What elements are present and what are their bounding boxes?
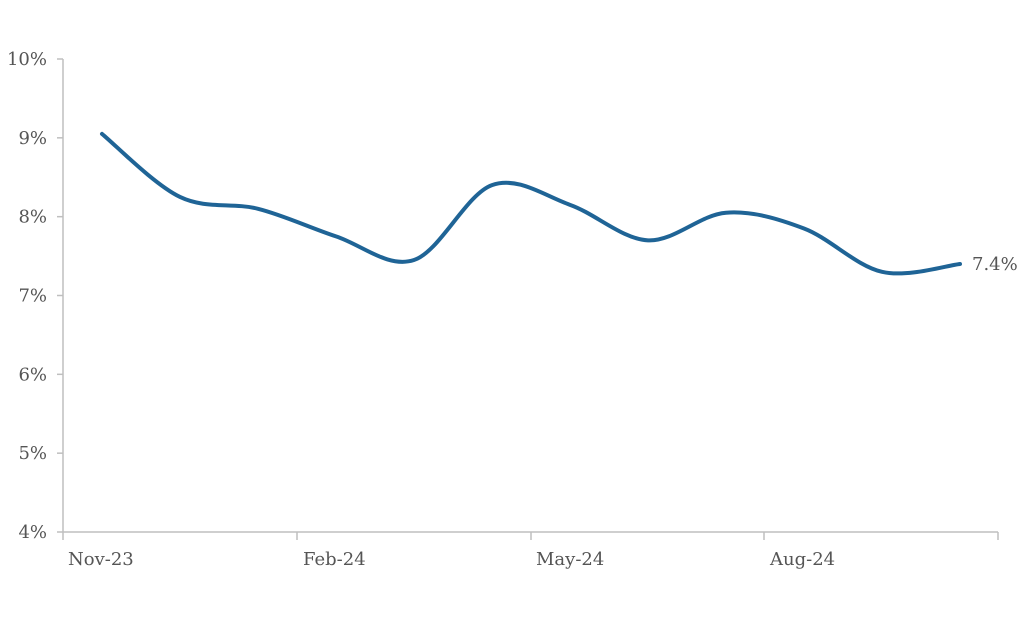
- x-tick-label: Feb-24: [303, 549, 366, 570]
- y-tick-label: 6%: [18, 364, 47, 385]
- x-tick-label: Aug-24: [769, 549, 835, 570]
- y-tick-label: 4%: [18, 522, 47, 543]
- x-tick-label: May-24: [536, 549, 604, 570]
- y-tick-label: 10%: [7, 49, 47, 70]
- series-group: [100, 131, 962, 276]
- y-tick-label: 7%: [18, 286, 47, 307]
- series-line: [100, 131, 962, 276]
- x-tick-label: Nov-23: [68, 549, 134, 570]
- end-value-label: 7.4%: [972, 254, 1018, 275]
- y-tick-label: 8%: [18, 207, 47, 228]
- y-tick-label: 5%: [18, 443, 47, 464]
- y-tick-label: 9%: [18, 128, 47, 149]
- y-axis: 4% 5% 6% 7% 8% 9% 10%: [7, 49, 64, 543]
- x-axis: Nov-23 Feb-24 May-24 Aug-24: [62, 531, 999, 570]
